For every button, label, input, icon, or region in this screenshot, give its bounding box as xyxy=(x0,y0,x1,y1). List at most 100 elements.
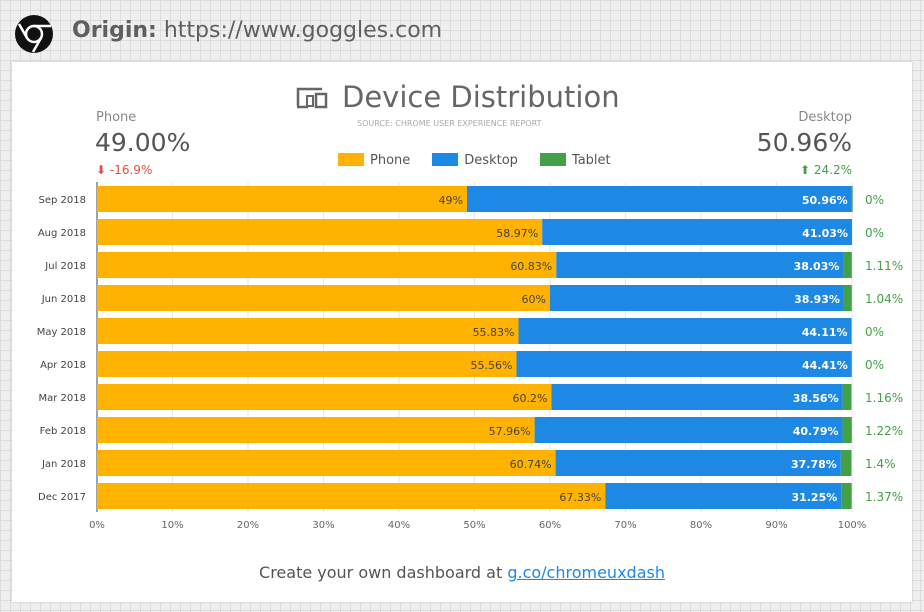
legend-swatch xyxy=(338,153,364,166)
bar-phone xyxy=(97,252,557,278)
x-tick-label: 20% xyxy=(237,520,259,531)
x-tick-label: 40% xyxy=(388,520,410,531)
kpi-desktop-label: Desktop xyxy=(798,110,852,125)
bar-desktop xyxy=(542,219,852,245)
data-label: 60.83% xyxy=(510,260,552,273)
bar-phone xyxy=(97,318,519,344)
bar-desktop xyxy=(466,186,852,212)
origin-header: Origin: https://www.goggles.com xyxy=(72,18,442,43)
y-tick-label: Sep 2018 xyxy=(39,195,86,206)
y-tick-label: Feb 2018 xyxy=(40,426,86,437)
data-label: 1.4% xyxy=(865,457,896,471)
x-tick-label: 70% xyxy=(614,520,636,531)
data-label: 50.96% xyxy=(802,194,848,207)
kpi-desktop-change: ⬆ 24.2% xyxy=(800,163,852,177)
data-label: 40.79% xyxy=(793,425,839,438)
data-label: 55.56% xyxy=(471,359,513,372)
kpi-phone-value: 49.00% xyxy=(95,128,191,157)
legend-desktop[interactable]: Desktop xyxy=(432,153,518,168)
y-tick-label: Jun 2018 xyxy=(41,294,86,305)
x-tick-label: 90% xyxy=(765,520,787,531)
y-tick-label: Aug 2018 xyxy=(38,228,86,239)
bar-desktop xyxy=(551,384,843,410)
data-label: 1.04% xyxy=(865,292,903,306)
legend-label: Desktop xyxy=(464,153,518,168)
data-label: 0% xyxy=(865,226,884,240)
bar-desktop xyxy=(605,483,842,509)
data-label: 41.03% xyxy=(802,227,848,240)
bar-phone xyxy=(97,186,467,212)
x-tick-label: 50% xyxy=(463,520,485,531)
kpi-phone-change-text: -16.9% xyxy=(109,163,153,177)
source-note: SOURCE: CHROME USER EXPERIENCE REPORT xyxy=(357,119,542,128)
legend-phone[interactable]: Phone xyxy=(338,153,410,168)
chart-title: Device Distribution xyxy=(296,80,620,114)
data-label: 1.16% xyxy=(865,391,903,405)
data-label: 57.96% xyxy=(489,425,531,438)
arrow-up-icon: ⬆ xyxy=(799,163,811,177)
bar-phone xyxy=(97,219,543,245)
data-label: 1.11% xyxy=(865,259,903,273)
legend-swatch xyxy=(432,153,459,166)
legend-swatch xyxy=(539,153,566,166)
x-tick-label: 100% xyxy=(838,520,867,531)
title-text: Device Distribution xyxy=(342,80,620,114)
bar-tablet xyxy=(843,252,852,278)
bar-tablet xyxy=(851,186,853,212)
y-tick-label: Jan 2018 xyxy=(41,459,86,470)
bar-tablet xyxy=(843,285,852,311)
data-label: 1.37% xyxy=(865,490,903,504)
kpi-phone-change: ⬇ -16.9% xyxy=(96,163,152,177)
y-tick-label: Jul 2018 xyxy=(44,261,86,272)
bar-phone xyxy=(97,285,550,311)
kpi-desktop-change-text: 24.2% xyxy=(813,163,852,177)
y-tick-label: May 2018 xyxy=(37,327,86,338)
arrow-down-icon: ⬇ xyxy=(96,163,107,177)
data-label: 67.33% xyxy=(559,491,601,504)
bar-phone xyxy=(97,351,517,377)
bar-desktop xyxy=(534,417,843,443)
legend: Phone Desktop Tablet xyxy=(338,153,611,168)
x-tick-label: 80% xyxy=(690,520,712,531)
footer: Create your own dashboard at g.co/chrome… xyxy=(0,563,924,582)
data-label: 0% xyxy=(865,325,884,339)
data-label: 58.97% xyxy=(496,227,538,240)
bar-tablet xyxy=(842,384,852,410)
data-label: 44.11% xyxy=(802,326,848,339)
data-label: 38.93% xyxy=(794,293,840,306)
bar-tablet xyxy=(842,417,852,443)
legend-tablet[interactable]: Tablet xyxy=(539,153,611,168)
data-label: 49% xyxy=(438,194,462,207)
data-label: 31.25% xyxy=(791,491,837,504)
legend-label: Phone xyxy=(370,153,411,168)
y-tick-label: Apr 2018 xyxy=(40,360,86,371)
origin-url: https://www.goggles.com xyxy=(163,18,443,43)
bar-phone xyxy=(97,450,556,476)
data-label: 0% xyxy=(865,193,884,207)
data-label: 0% xyxy=(865,358,884,372)
data-label: 44.41% xyxy=(802,359,848,372)
kpi-phone-label: Phone xyxy=(96,110,137,125)
data-label: 1.22% xyxy=(865,424,903,438)
x-tick-label: 30% xyxy=(312,520,334,531)
bar-tablet xyxy=(841,483,852,509)
x-tick-label: 10% xyxy=(161,520,183,531)
footer-text: Create your own dashboard at xyxy=(259,563,508,582)
bar-phone xyxy=(97,417,535,443)
bar-desktop xyxy=(516,351,852,377)
bar-desktop xyxy=(556,252,844,278)
bar-desktop xyxy=(518,318,852,344)
data-label: 55.83% xyxy=(473,326,515,339)
data-label: 37.78% xyxy=(791,458,837,471)
y-tick-label: Dec 2017 xyxy=(38,492,86,503)
data-label: 60% xyxy=(522,293,546,306)
bar-desktop xyxy=(555,450,841,476)
dashboard-link[interactable]: g.co/chromeuxdash xyxy=(507,563,665,582)
bar-desktop xyxy=(550,285,844,311)
chrome-icon xyxy=(15,15,53,53)
bar-phone xyxy=(97,384,552,410)
bar-tablet xyxy=(840,450,852,476)
data-label: 60.74% xyxy=(510,458,552,471)
x-tick-label: 60% xyxy=(539,520,561,531)
